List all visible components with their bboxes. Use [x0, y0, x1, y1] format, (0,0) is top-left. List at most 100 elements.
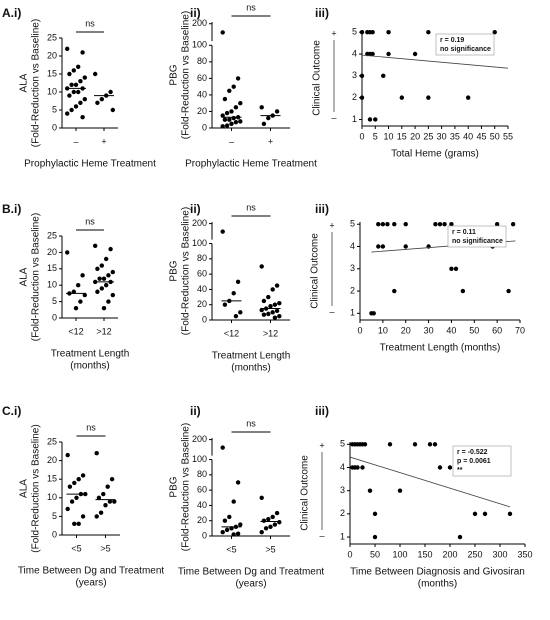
y-tick-label: 5 [52, 104, 57, 114]
data-point [73, 82, 79, 88]
y-tick-label: 20 [197, 515, 207, 525]
data-point [392, 222, 397, 227]
x-tick-label: 20 [410, 131, 420, 141]
y-axis-label: Clinical Outcome [312, 40, 323, 116]
data-point [482, 511, 488, 517]
data-point [108, 89, 113, 95]
data-point [65, 250, 70, 255]
outcome-bottom: – [331, 112, 336, 122]
y-tick-label: 80 [197, 253, 207, 263]
data-point [76, 521, 81, 527]
x-tick-label: 30 [437, 131, 447, 141]
data-point [372, 534, 378, 540]
x-axis-label: (months) [418, 579, 457, 590]
data-point [227, 514, 232, 520]
data-point [97, 276, 102, 281]
data-point [69, 82, 74, 88]
y-tick-label: 10 [47, 492, 57, 502]
data-point [82, 75, 88, 80]
data-point [233, 120, 239, 125]
y-tick-label: 25 [47, 32, 57, 42]
significance-label: ns [86, 422, 96, 432]
data-point [67, 93, 72, 98]
stats-text: no significance [452, 238, 503, 245]
data-point [99, 263, 105, 268]
x-tick-label: 10 [378, 325, 388, 335]
data-point [95, 266, 100, 271]
data-point [73, 305, 79, 311]
data-point [82, 97, 88, 102]
x-axis-label: Treatment Length [212, 351, 291, 362]
x-tick-label: 50 [469, 325, 479, 335]
data-point [109, 477, 115, 482]
data-point [78, 299, 83, 304]
data-point [72, 480, 77, 486]
data-point [94, 514, 99, 519]
data-point [76, 283, 81, 288]
data-point [412, 442, 418, 447]
data-point [274, 308, 280, 314]
data-point [107, 499, 113, 504]
y-tick-label: 10 [47, 86, 57, 96]
data-point [104, 256, 109, 262]
data-point [494, 222, 500, 227]
data-point [231, 84, 236, 89]
y-axis-label: PBG [169, 260, 180, 281]
data-point [367, 117, 373, 122]
data-point [76, 477, 81, 482]
data-point [261, 121, 267, 127]
data-point [449, 266, 454, 271]
data-point [95, 100, 100, 106]
data-point [266, 115, 271, 121]
panel-label: ii) [190, 6, 201, 20]
data-point [233, 105, 239, 110]
data-point [96, 495, 102, 500]
stats-text: p = 0.0061 [457, 458, 491, 465]
panel-label: B.i) [2, 202, 21, 216]
data-point [386, 51, 391, 57]
data-point [71, 289, 77, 294]
y-tick-label: 80 [197, 56, 207, 66]
y-tick-label: 3 [350, 263, 355, 273]
data-point [74, 495, 79, 500]
y-tick-label: 2 [340, 508, 345, 518]
x-tick-label: >5 [265, 544, 275, 554]
data-point [80, 115, 85, 120]
x-axis-label: (months) [70, 361, 109, 372]
data-point [238, 522, 243, 527]
x-axis-label: Total Heme (grams) [391, 149, 479, 160]
data-point [268, 524, 273, 530]
x-tick-label: 50 [370, 549, 380, 559]
data-point [110, 292, 116, 298]
panel-label: ii) [190, 202, 201, 216]
x-tick-label: >12 [96, 326, 111, 336]
data-point [67, 484, 73, 489]
data-point [274, 510, 280, 516]
y-tick-label: 200 [192, 434, 207, 444]
x-tick-label: – [229, 136, 234, 146]
data-point [80, 273, 85, 278]
data-point [263, 526, 269, 531]
x-tick-label: 150 [417, 549, 432, 559]
data-point [373, 117, 378, 122]
significance-label: ns [246, 2, 256, 12]
data-point [235, 76, 241, 81]
data-point [65, 452, 70, 458]
data-point [67, 71, 72, 77]
data-point [233, 313, 239, 319]
data-point [376, 222, 381, 227]
data-point [224, 110, 230, 116]
y-axis-label: (Fold-Reduction vs Baseline) [181, 423, 192, 551]
data-point [220, 229, 225, 234]
y-tick-label: 20 [197, 106, 207, 116]
data-point [69, 107, 74, 113]
x-axis-label: (months) [231, 363, 270, 374]
outcome-top: + [329, 220, 334, 230]
y-axis-label: (Fold-Reduction vs Baseline) [31, 213, 42, 341]
outcome-bottom: – [319, 530, 324, 540]
x-tick-label: 40 [446, 325, 456, 335]
data-point [270, 514, 275, 520]
y-tick-label: 2 [350, 285, 355, 295]
data-point [381, 73, 386, 79]
